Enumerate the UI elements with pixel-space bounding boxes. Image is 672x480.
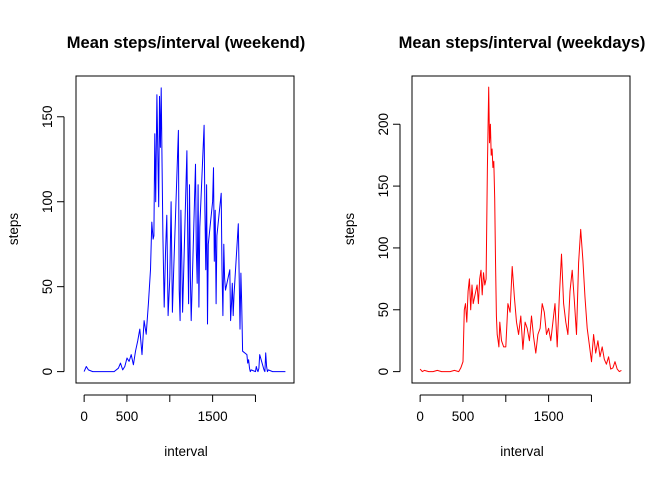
weekdays-x-tick-label: 1500 <box>534 409 564 424</box>
weekend-y-axis-label: steps <box>6 213 21 246</box>
weekdays-data <box>419 86 622 373</box>
weekdays-x-axis-label: interval <box>500 444 544 459</box>
weekdays-y-tick-label: 100 <box>376 237 391 260</box>
weekdays-x-tick-label: 0 <box>416 409 424 424</box>
weekend-plot-frame <box>75 75 295 384</box>
weekdays-title: Mean steps/interval (weekdays) <box>399 34 646 52</box>
weekdays-axes: 0 500 1500 0 50 100 150 200 <box>376 113 592 424</box>
weekend-steps-line <box>83 87 286 373</box>
weekend-title: Mean steps/interval (weekend) <box>67 34 305 52</box>
weekend-panel: Mean steps/interval (weekend) 0 500 1500 0 5… <box>6 34 305 459</box>
weekdays-x-tick-label: 500 <box>452 409 475 424</box>
weekdays-y-axis-label: steps <box>342 213 357 246</box>
weekdays-y-tick-label: 0 <box>376 368 391 376</box>
weekdays-y-tick-label: 50 <box>376 302 391 317</box>
weekend-data <box>83 87 286 373</box>
weekend-x-tick-label: 1500 <box>198 409 228 424</box>
weekend-x-tick-label: 500 <box>116 409 139 424</box>
weekend-x-axis-label: interval <box>164 444 208 459</box>
weekdays-plot-frame <box>411 75 631 384</box>
weekend-x-tick-label: 0 <box>80 409 88 424</box>
weekend-y-tick-label: 150 <box>40 106 55 129</box>
weekend-y-tick-label: 0 <box>40 368 55 376</box>
weekend-axes: 0 500 1500 0 50 100 150 <box>40 106 256 424</box>
weekdays-panel: Mean steps/interval (weekdays) 0 500 15000… <box>342 34 645 459</box>
weekdays-y-tick-label: 150 <box>376 175 391 198</box>
weekend-y-tick-label: 100 <box>40 190 55 213</box>
weekdays-y-tick-label: 200 <box>376 113 391 136</box>
weekdays-steps-line <box>419 86 622 373</box>
weekend-y-tick-label: 50 <box>40 279 55 294</box>
